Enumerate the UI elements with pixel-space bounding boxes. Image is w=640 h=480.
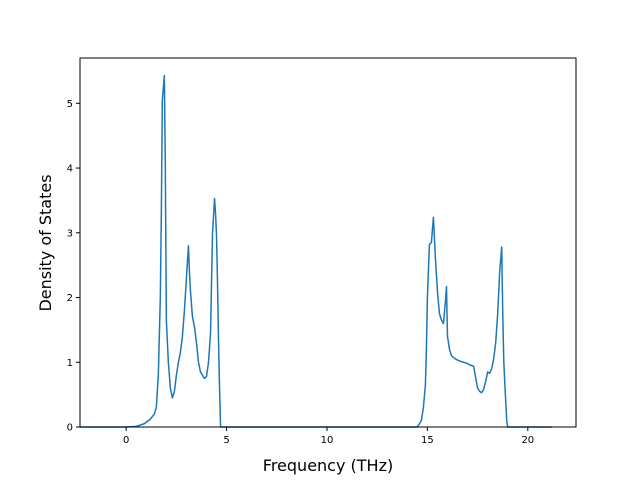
y-tick-label: 1 bbox=[67, 358, 73, 369]
x-tick-label: 0 bbox=[123, 435, 129, 446]
y-tick-label: 0 bbox=[67, 423, 73, 434]
y-tick-label: 2 bbox=[67, 293, 73, 304]
axes-frame bbox=[79, 57, 577, 428]
y-axis-label: Density of States bbox=[36, 174, 55, 311]
x-axis-label: Frequency (THz) bbox=[263, 456, 393, 475]
x-tick-label: 5 bbox=[223, 435, 229, 446]
y-tick-label: 3 bbox=[67, 228, 73, 239]
x-tick-label: 20 bbox=[521, 435, 534, 446]
x-tick-label: 10 bbox=[321, 435, 334, 446]
x-tick-label: 15 bbox=[421, 435, 434, 446]
y-tick-label: 4 bbox=[67, 164, 73, 175]
y-tick-label: 5 bbox=[67, 99, 73, 110]
axis-ticks: 0 5 10 15 20 0 1 2 3 4 5 bbox=[67, 99, 535, 446]
